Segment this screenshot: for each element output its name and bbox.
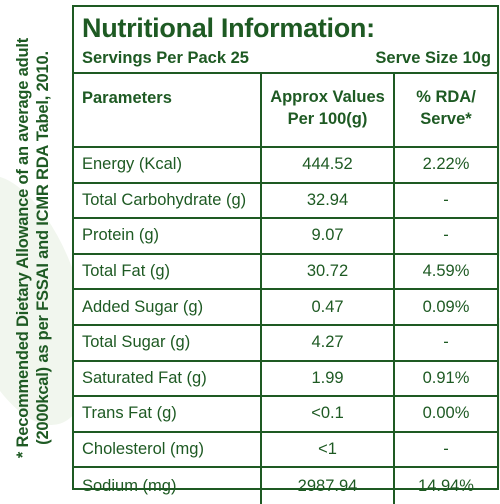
footnote-line-2: (2000kcal) as per FSSAI and ICMR RDA Tab… xyxy=(34,51,52,445)
header-rda-line-1: % RDA/ xyxy=(416,88,476,106)
value-cell: <1 xyxy=(262,432,395,467)
value-cell: 2987.94 xyxy=(262,468,395,504)
rda-cell: 0.91% xyxy=(422,368,470,387)
value-cell: 444.52 xyxy=(262,148,395,182)
value-cell: 30.72 xyxy=(262,254,395,289)
header-approx-line-2: Per 100(g) xyxy=(287,110,368,128)
table-header-row: Parameters Approx Values Per 100(g) % RD… xyxy=(74,74,497,148)
rda-cell: - xyxy=(443,440,449,459)
panel-header: Nutritional Information: Servings Per Pa… xyxy=(74,7,497,74)
value-cell: 32.94 xyxy=(262,183,395,218)
header-rda: % RDA/ Serve* xyxy=(395,74,497,146)
panel-title: Nutritional Information: xyxy=(82,13,375,43)
table-row: Saturated Fat (g) 1.99 0.91% xyxy=(74,361,497,398)
value-cell: 9.07 xyxy=(262,219,395,253)
value-cell: <0.1 xyxy=(262,397,395,431)
nutrition-panel: Nutritional Information: Servings Per Pa… xyxy=(72,5,499,504)
nutrition-table: Parameters Approx Values Per 100(g) % RD… xyxy=(74,74,497,504)
rda-cell: 0.00% xyxy=(422,404,470,423)
header-approx-line-1: Approx Values xyxy=(270,88,385,106)
table-row: Added Sugar (g) 0.47 0.09% xyxy=(74,290,497,326)
table-row: Cholesterol (mg) <1 - xyxy=(74,432,497,469)
rda-cell: - xyxy=(443,333,449,352)
table-row: Sodium (mg) 2987.94 14.94% xyxy=(74,468,497,504)
parameter-cell: Protein (g) xyxy=(74,219,262,253)
table-row: Trans Fat (g) <0.1 0.00% xyxy=(74,397,497,433)
parameter-cell: Energy (Kcal) xyxy=(74,148,262,182)
value-cell: 4.27 xyxy=(262,325,395,360)
serve-size: Serve Size 10g xyxy=(375,49,491,67)
parameter-cell: Total Carbohydrate (g) xyxy=(74,183,262,218)
parameter-cell: Total Fat (g) xyxy=(74,254,262,289)
table-row: Total Sugar (g) 4.27 - xyxy=(74,325,497,362)
rda-cell: 14.94% xyxy=(418,476,474,495)
value-cell: 1.99 xyxy=(262,361,395,396)
parameter-cell: Total Sugar (g) xyxy=(74,325,262,360)
parameter-cell: Added Sugar (g) xyxy=(74,290,262,324)
rda-cell: - xyxy=(443,190,449,209)
rda-cell: - xyxy=(443,226,449,245)
parameter-cell: Cholesterol (mg) xyxy=(74,432,262,467)
value-cell: 0.47 xyxy=(262,290,395,324)
parameter-cell: Saturated Fat (g) xyxy=(74,361,262,396)
table-row: Protein (g) 9.07 - xyxy=(74,219,497,255)
servings-per-pack: Servings Per Pack 25 xyxy=(82,49,249,67)
rda-footnote: * Recommended Dietary Allowance of an av… xyxy=(13,8,53,488)
parameter-cell: Sodium (mg) xyxy=(74,468,262,504)
header-parameters: Parameters xyxy=(74,74,262,146)
rda-cell: 0.09% xyxy=(422,297,470,316)
parameter-cell: Trans Fat (g) xyxy=(74,397,262,431)
rda-cell: 2.22% xyxy=(422,155,470,174)
table-row: Total Fat (g) 30.72 4.59% xyxy=(74,254,497,291)
header-approx-values: Approx Values Per 100(g) xyxy=(262,74,395,146)
header-rda-line-2: Serve* xyxy=(420,110,472,128)
footnote-line-1: * Recommended Dietary Allowance of an av… xyxy=(14,37,32,459)
table-row: Total Carbohydrate (g) 32.94 - xyxy=(74,183,497,220)
table-row: Energy (Kcal) 444.52 2.22% xyxy=(74,148,497,184)
rda-cell: 4.59% xyxy=(422,262,470,281)
